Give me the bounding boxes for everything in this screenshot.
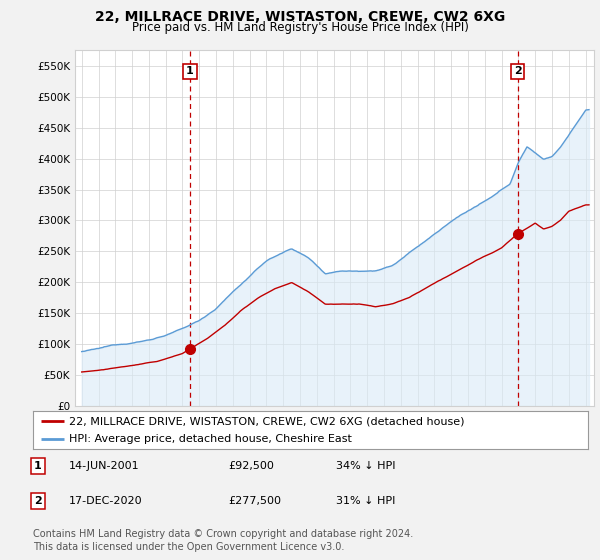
Text: 1: 1: [34, 461, 41, 471]
Text: HPI: Average price, detached house, Cheshire East: HPI: Average price, detached house, Ches…: [69, 434, 352, 444]
Text: Price paid vs. HM Land Registry's House Price Index (HPI): Price paid vs. HM Land Registry's House …: [131, 21, 469, 34]
Text: 1: 1: [186, 67, 194, 76]
Text: Contains HM Land Registry data © Crown copyright and database right 2024.
This d: Contains HM Land Registry data © Crown c…: [33, 529, 413, 552]
Text: 17-DEC-2020: 17-DEC-2020: [69, 496, 143, 506]
Text: 2: 2: [34, 496, 41, 506]
Text: 22, MILLRACE DRIVE, WISTASTON, CREWE, CW2 6XG (detached house): 22, MILLRACE DRIVE, WISTASTON, CREWE, CW…: [69, 416, 464, 426]
Text: 2: 2: [514, 67, 521, 76]
Text: 31% ↓ HPI: 31% ↓ HPI: [336, 496, 395, 506]
Text: 22, MILLRACE DRIVE, WISTASTON, CREWE, CW2 6XG: 22, MILLRACE DRIVE, WISTASTON, CREWE, CW…: [95, 10, 505, 24]
Text: 14-JUN-2001: 14-JUN-2001: [69, 461, 140, 471]
Text: 34% ↓ HPI: 34% ↓ HPI: [336, 461, 395, 471]
Text: £277,500: £277,500: [228, 496, 281, 506]
Text: £92,500: £92,500: [228, 461, 274, 471]
